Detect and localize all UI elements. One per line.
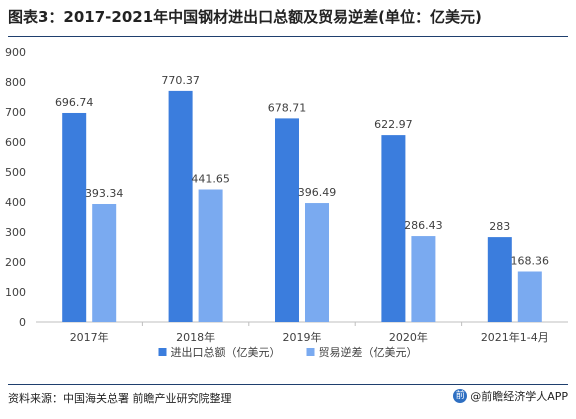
bar [198, 189, 223, 322]
y-tick-label: 100 [5, 286, 26, 299]
data-label: 283 [489, 220, 510, 233]
data-label: 393.34 [85, 187, 124, 200]
y-tick-label: 500 [5, 166, 26, 179]
x-tick-label: 2019年 [283, 330, 322, 344]
x-tick-label: 2018年 [176, 330, 215, 344]
brand-mark: 前 @前瞻经济学人APP [453, 388, 568, 404]
x-tick-label: 2020年 [389, 330, 428, 344]
legend-label: 贸易逆差（亿美元） [319, 345, 418, 359]
data-label: 678.71 [268, 101, 307, 114]
brand-logo-icon: 前 [453, 389, 468, 403]
data-label: 770.37 [161, 74, 200, 87]
bar [168, 90, 193, 322]
data-label: 441.65 [191, 173, 230, 186]
data-label: 286.43 [404, 219, 443, 232]
bar [411, 236, 436, 322]
data-label: 396.49 [298, 186, 337, 199]
footer-divider [8, 384, 568, 385]
x-tick-label: 2021年1-4月 [481, 330, 549, 344]
bar [62, 112, 87, 322]
source-note: 资料来源：中国海关总署 前瞻产业研究院整理 [8, 392, 232, 405]
bar [517, 271, 542, 322]
data-label: 622.97 [374, 118, 413, 131]
bar [381, 135, 406, 322]
title-divider [8, 36, 568, 37]
y-tick-label: 800 [5, 76, 26, 89]
bar [275, 118, 299, 323]
bar [487, 237, 512, 322]
legend-label: 进出口总额（亿美元） [171, 345, 281, 359]
y-tick-label: 200 [5, 256, 26, 269]
x-tick-label: 2017年 [70, 330, 109, 344]
y-tick-label: 900 [5, 46, 26, 59]
data-label: 168.36 [511, 254, 550, 267]
y-tick-label: 400 [5, 196, 26, 209]
legend-swatch [158, 348, 167, 356]
bar [92, 203, 117, 322]
data-label: 696.74 [55, 96, 94, 109]
brand-label: @前瞻经济学人APP [470, 390, 568, 403]
y-tick-label: 700 [5, 106, 26, 119]
y-tick-label: 600 [5, 136, 26, 149]
chart-title: 图表3：2017-2021年中国钢材进出口总额及贸易逆差(单位：亿美元) [8, 8, 482, 26]
bar [305, 203, 329, 322]
legend-swatch [306, 348, 315, 356]
y-tick-label: 300 [5, 226, 26, 239]
y-tick-label: 0 [19, 316, 26, 329]
